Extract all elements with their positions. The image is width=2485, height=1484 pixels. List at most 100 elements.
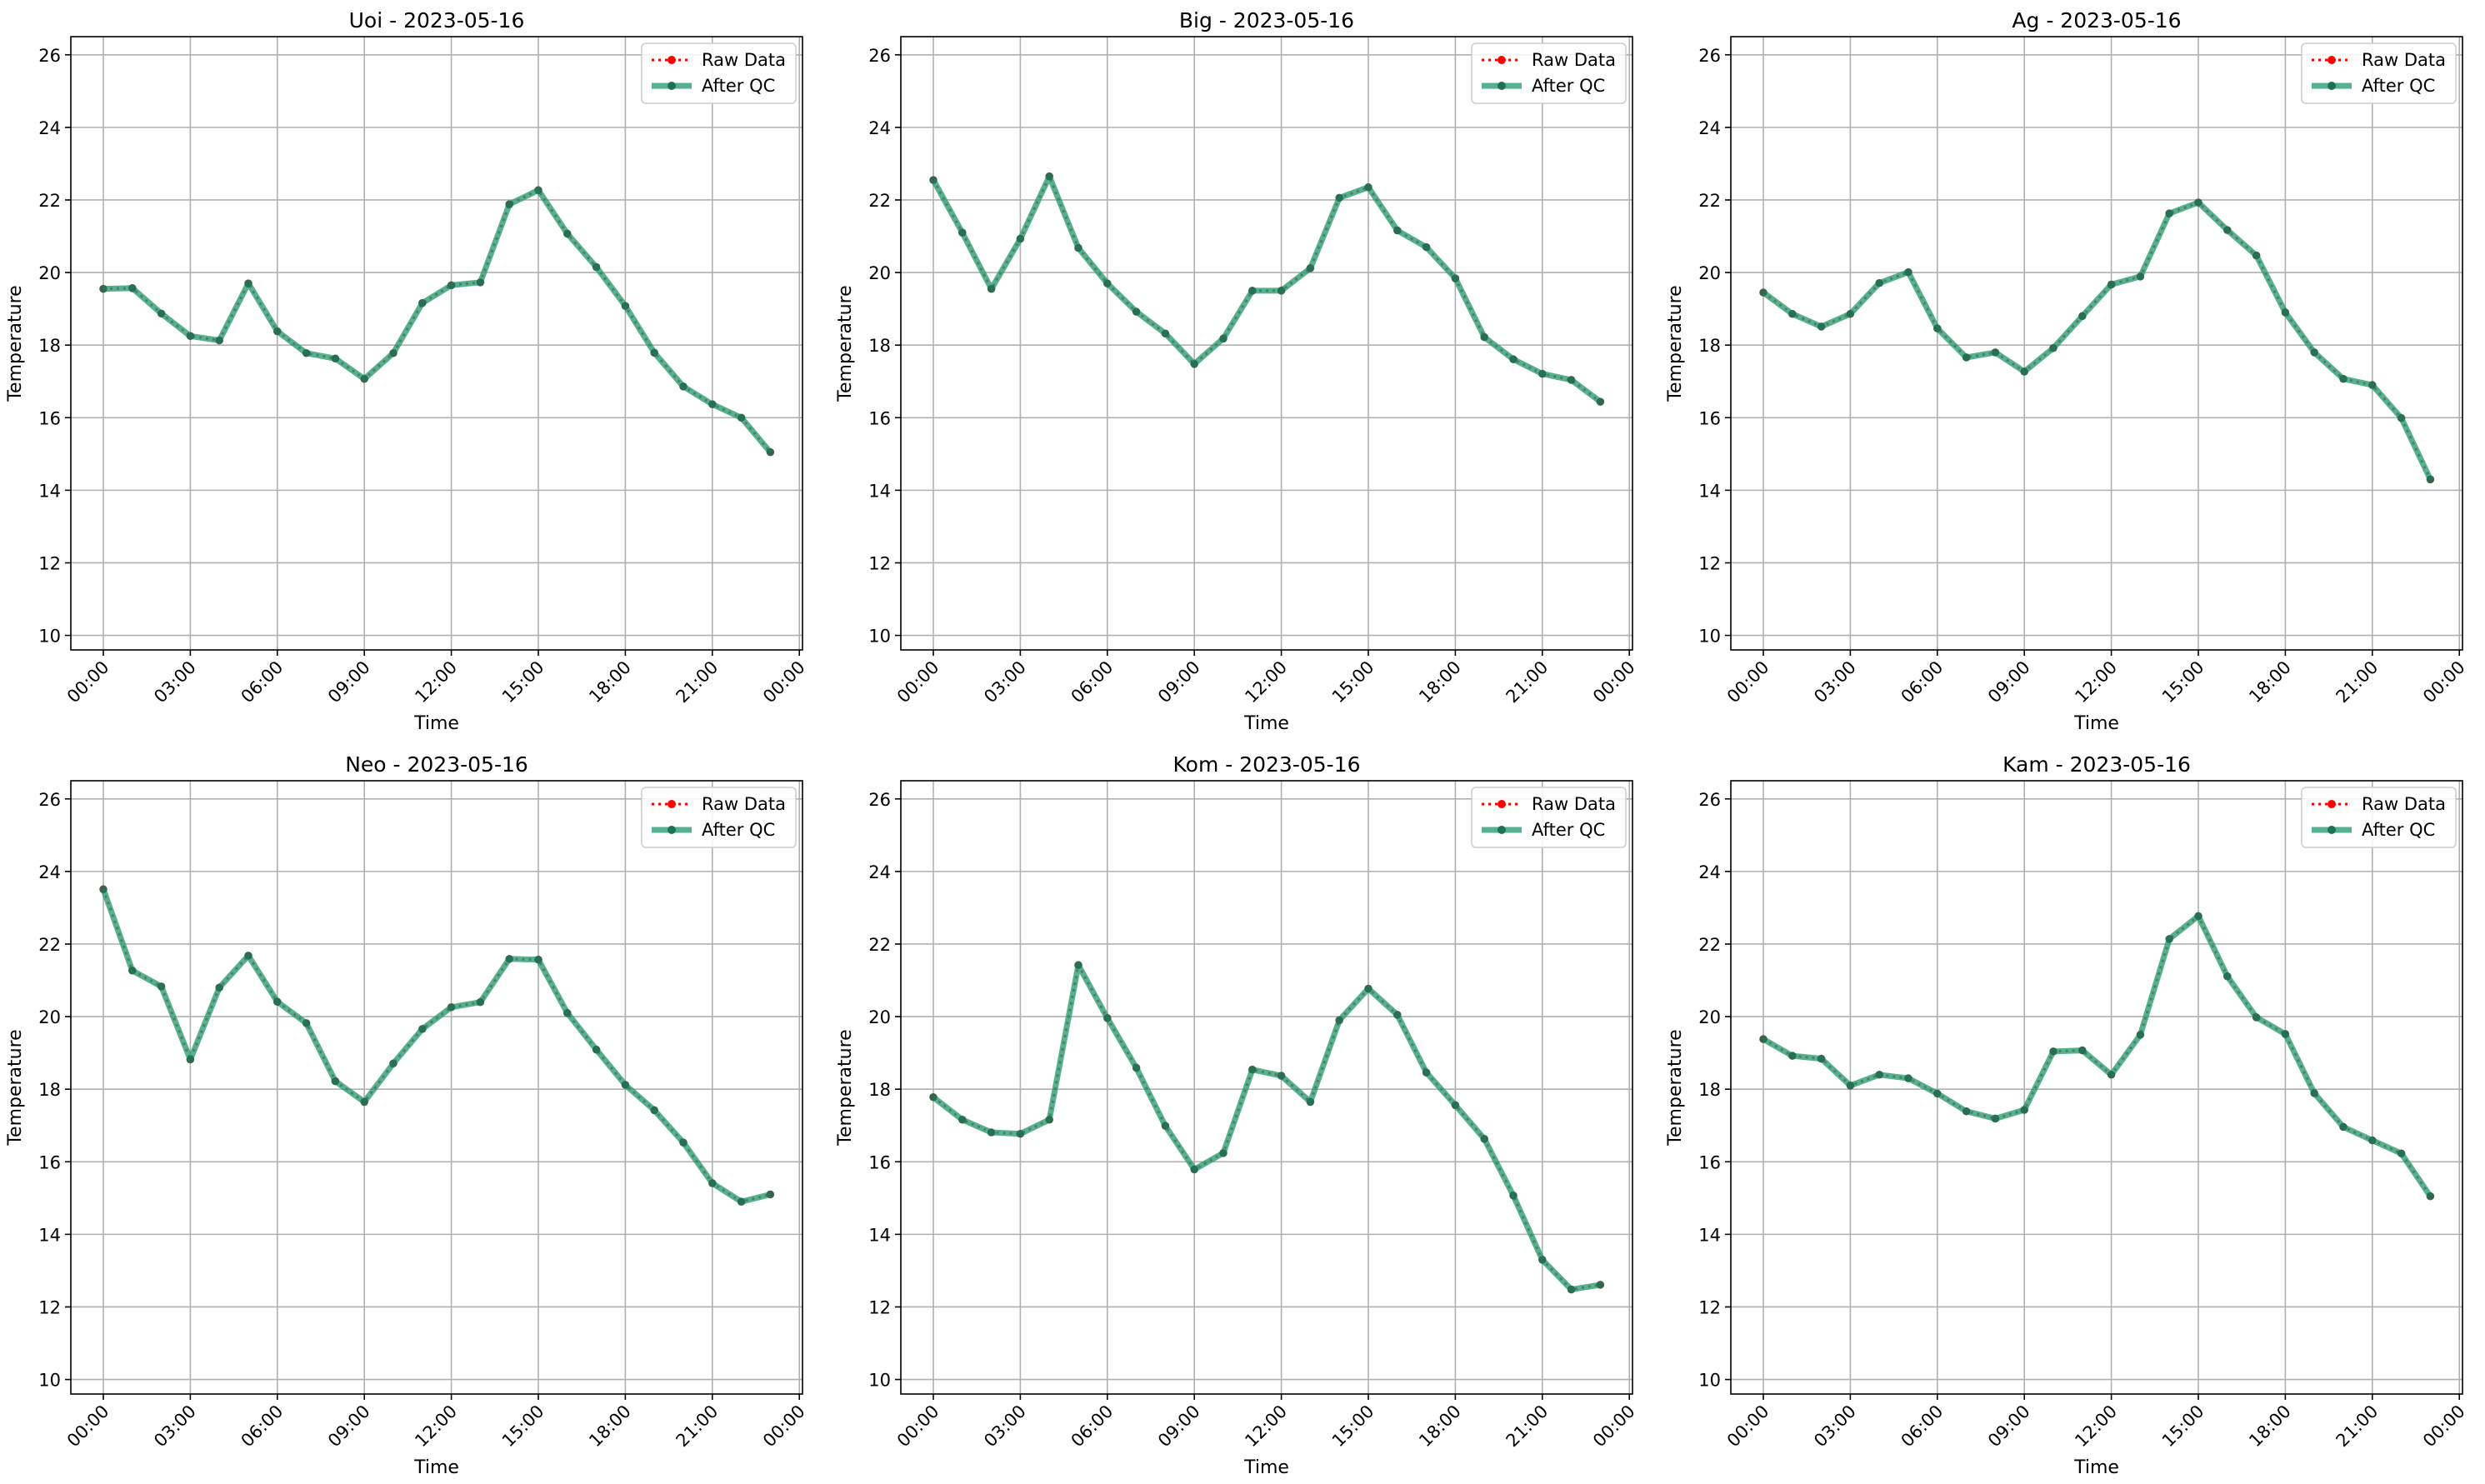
after-qc-point [1306, 1097, 1315, 1107]
y-tick-label: 14 [38, 481, 61, 501]
x-tick-label: 03:00 [1810, 1402, 1860, 1452]
after-qc-point [650, 348, 658, 357]
x-axis-label: Time [2073, 713, 2119, 734]
after-qc-point [1509, 1191, 1518, 1200]
x-tick-label: 21:00 [1502, 1402, 1552, 1452]
y-axis-label: Temperature [5, 285, 26, 402]
x-tick-label: 21:00 [672, 657, 722, 707]
x-tick-label: 15:00 [498, 1402, 548, 1452]
after-qc-point [1451, 274, 1460, 282]
legend: Raw Data After QC [1471, 42, 1627, 104]
legend-raw-label: Raw Data [2362, 794, 2446, 814]
y-tick-label: 16 [38, 408, 61, 428]
after-qc-point [1991, 348, 2000, 357]
series-after-qc [929, 961, 1605, 1294]
after-qc-point [447, 281, 456, 290]
after-qc-point [1596, 1281, 1605, 1289]
raw-data-line [1762, 201, 2432, 480]
x-tick-label: 03:00 [980, 1402, 1030, 1452]
after-qc-point [1817, 1054, 1826, 1063]
chart-title: Ag - 2023-05-16 [2012, 8, 2181, 32]
y-tick-label: 10 [868, 1371, 891, 1391]
series-after-qc [99, 186, 775, 457]
y-tick-label: 12 [38, 1297, 61, 1317]
y-axis-label: Temperature [5, 1029, 26, 1146]
y-tick-label: 18 [38, 336, 61, 356]
x-tick-label: 21:00 [2332, 1402, 2382, 1452]
after-qc-point [958, 228, 967, 237]
y-axis-label: Temperature [1665, 1029, 1686, 1146]
after-qc-point [1817, 322, 1826, 331]
x-tick-label: 00:00 [2419, 1402, 2469, 1452]
y-axis-label: Temperature [1665, 285, 1686, 402]
x-tick-label: 00:00 [2419, 657, 2469, 707]
y-tick-label: 20 [38, 263, 61, 283]
y-tick-label: 10 [1698, 1371, 1721, 1391]
x-tick-label: 03:00 [150, 657, 200, 707]
after-qc-point [302, 1019, 311, 1027]
plot-frame [900, 36, 1633, 651]
after-qc-point [1161, 1122, 1170, 1130]
after-qc-point [1219, 334, 1228, 343]
chart-panel: Uoi - 2023-05-16 10 12 14 16 18 20 22 24 26 00:00 0… [5, 8, 809, 734]
x-tick-label: 18:00 [1415, 1402, 1465, 1452]
after-qc-point [2252, 1013, 2261, 1022]
x-tick-label: 09:00 [324, 657, 374, 707]
x-axis-label: Time [413, 1457, 459, 1478]
legend-qc-label: After QC [1532, 820, 1605, 840]
legend-qc-marker [1498, 826, 1506, 834]
legend-qc-label: After QC [1532, 76, 1605, 96]
y-tick-label: 12 [868, 553, 891, 573]
chart-title: Kom - 2023-05-16 [1173, 752, 1361, 777]
legend: Raw Data After QC [1471, 787, 1627, 848]
after-qc-point [1074, 961, 1082, 970]
x-tick-label: 06:00 [238, 1402, 288, 1452]
after-qc-point [621, 1081, 630, 1089]
y-tick-label: 22 [38, 935, 61, 955]
x-tick-label: 00:00 [1589, 657, 1639, 707]
x-tick-label: 09:00 [1154, 1402, 1204, 1452]
series-raw-data [99, 186, 774, 457]
after-qc-point [2107, 1070, 2116, 1079]
x-tick-label: 21:00 [2332, 657, 2382, 707]
y-tick-label: 18 [1698, 336, 1721, 356]
after-qc-point [1538, 1256, 1547, 1264]
after-qc-point [2339, 374, 2348, 383]
after-qc-point [331, 354, 340, 363]
legend-qc-label: After QC [702, 820, 775, 840]
after-qc-point [1219, 1149, 1228, 1157]
y-tick-label: 24 [868, 862, 891, 882]
after-qc-point [1335, 193, 1343, 202]
x-tick-label: 15:00 [2158, 657, 2208, 707]
after-qc-line [100, 888, 772, 1205]
after-qc-point [1846, 309, 1855, 318]
x-tick-label: 15:00 [498, 657, 548, 707]
after-qc-point [389, 348, 398, 357]
y-tick-label: 26 [868, 790, 891, 810]
after-qc-point [244, 279, 252, 287]
y-tick-label: 20 [868, 1007, 891, 1027]
series-raw-data [1759, 912, 2434, 1201]
after-qc-point [2107, 280, 2116, 289]
after-qc-point [1016, 1129, 1025, 1138]
after-qc-point [929, 1092, 938, 1102]
series-after-qc [1759, 198, 2435, 484]
after-qc-point [2426, 475, 2435, 484]
legend: Raw Data After QC [2301, 42, 2457, 104]
after-qc-point [1277, 287, 1286, 295]
after-qc-point [2020, 1106, 2028, 1114]
after-qc-point [99, 284, 108, 293]
after-qc-point [1875, 1070, 1883, 1079]
after-qc-point [534, 186, 542, 195]
after-qc-point [302, 348, 311, 357]
after-qc-point [2194, 198, 2202, 207]
legend-raw-marker [668, 800, 676, 808]
x-tick-label: 06:00 [1898, 1402, 1948, 1452]
y-tick-label: 18 [38, 1080, 61, 1100]
after-qc-point [186, 1055, 195, 1064]
y-tick-label: 10 [38, 627, 61, 647]
y-tick-label: 14 [1698, 481, 1721, 501]
chart-title: Neo - 2023-05-16 [345, 752, 528, 777]
chart-panel: Big - 2023-05-16 10 12 14 16 18 20 22 24 26 00:00 0… [835, 8, 1639, 734]
